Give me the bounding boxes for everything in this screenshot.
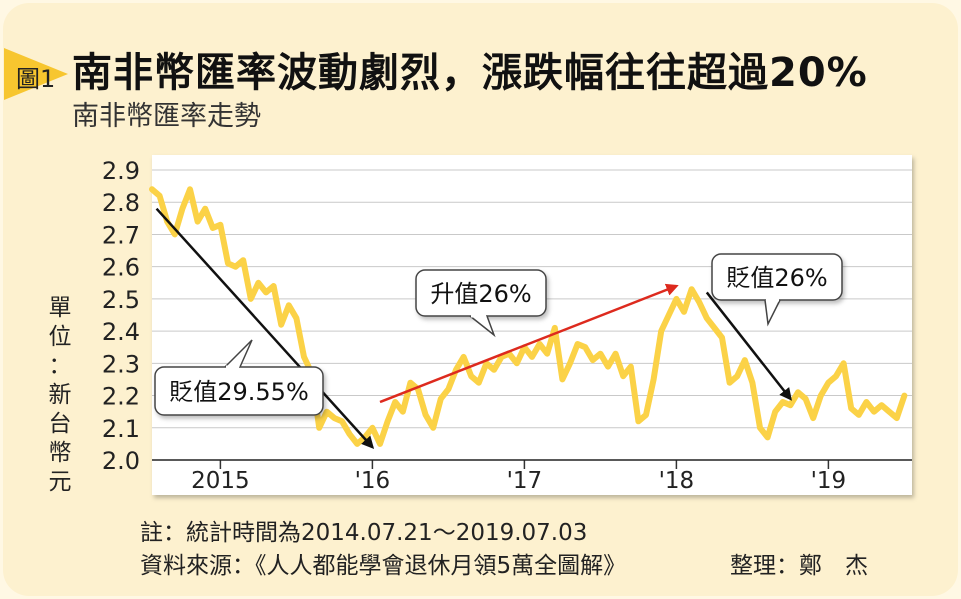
y-tick-label: 2.9 [102, 157, 140, 185]
plot-area [152, 155, 912, 495]
callout-tail [224, 339, 253, 368]
y-tick-label: 2.4 [102, 318, 140, 346]
annotation-callout: 升值26% [415, 269, 547, 338]
figure-label: 圖1 [16, 65, 56, 93]
annotation-label: 貶值29.55% [169, 378, 309, 406]
callout-tail [764, 299, 781, 327]
callout-tail [469, 315, 496, 338]
x-tick-label: 2015 [191, 468, 250, 494]
appreciation-arrow [379, 283, 679, 404]
annotation-callout: 貶值26% [711, 253, 843, 327]
x-tick-label: '18 [659, 468, 695, 494]
y-axis-label-char: 元 [48, 469, 72, 495]
y-axis-label-char: 幣 [48, 440, 72, 466]
chart-subtitle: 南非幣匯率走勢 [72, 101, 261, 132]
x-tick-label: '16 [355, 468, 391, 494]
x-tick-label: '17 [507, 468, 543, 494]
footnote-period: 註：統計時間為2014.07.21～2019.07.03 [140, 520, 588, 546]
y-tick-label: 2.2 [102, 383, 140, 411]
y-tick-label: 2.3 [102, 350, 140, 378]
annotation-callout: 貶值29.55% [154, 339, 324, 416]
editor-credit: 整理：鄭 杰 [730, 553, 868, 579]
figure-tag-arrow [4, 48, 68, 100]
annotation-label: 升值26% [430, 280, 531, 308]
depreciation-arrow [155, 207, 375, 449]
y-tick-label: 2.0 [102, 447, 140, 475]
y-tick-label: 2.7 [102, 221, 140, 249]
y-axis-label-char: 台 [48, 411, 72, 437]
x-tick-label: '19 [811, 468, 847, 494]
chart-title: 南非幣匯率波動劇烈，漲跌幅往往超過20% [72, 50, 868, 96]
y-axis-label-char: ： [48, 353, 72, 379]
annotation-label: 貶值26% [726, 264, 827, 292]
y-tick-label: 2.1 [102, 415, 140, 443]
y-tick-label: 2.8 [102, 189, 140, 217]
y-axis-label-char: 位 [48, 324, 72, 350]
y-axis-label-char: 新 [48, 382, 72, 408]
y-tick-label: 2.6 [102, 254, 140, 282]
figure-tag-shape [4, 48, 68, 100]
y-tick-label: 2.5 [102, 286, 140, 314]
y-axis-label-char: 單 [48, 295, 72, 321]
y-axis-label: 單 位 ： 新 台 幣 元 [46, 294, 74, 497]
depreciation-arrow [705, 291, 792, 401]
rate-series-line [149, 186, 908, 447]
source-credit: 資料來源：《人人都能學會退休月領5萬全圖解》 [140, 553, 627, 579]
